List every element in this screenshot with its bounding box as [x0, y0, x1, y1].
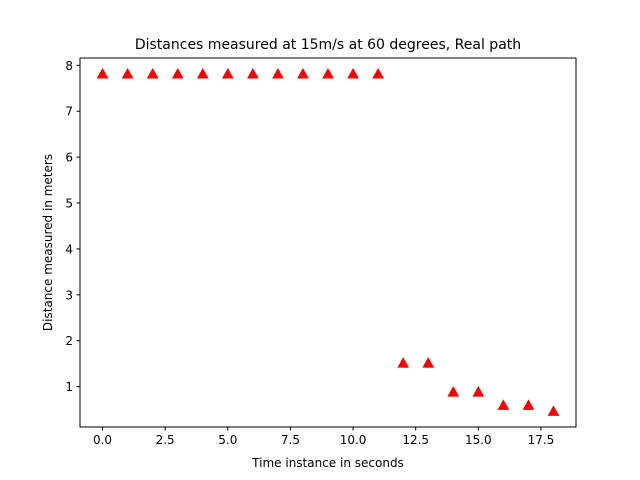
y-tick-label: 3 — [65, 288, 73, 302]
y-tick-label: 8 — [65, 59, 73, 73]
y-tick-label: 5 — [65, 197, 73, 211]
data-point — [397, 357, 410, 368]
data-point — [547, 405, 560, 416]
x-tick-label: 12.5 — [402, 433, 429, 447]
data-point — [146, 67, 159, 79]
data-point — [221, 67, 234, 79]
x-tick-label: 0.0 — [93, 433, 112, 447]
x-tick-label: 15.0 — [465, 433, 492, 447]
chart-title: Distances measured at 15m/s at 60 degree… — [135, 37, 521, 53]
y-axis-label: Distance measured in meters — [41, 154, 55, 331]
data-point — [522, 399, 535, 410]
data-point — [196, 67, 209, 79]
x-tick-label: 5.0 — [218, 433, 237, 447]
data-point — [171, 67, 184, 79]
data-point — [422, 357, 435, 368]
data-point — [121, 67, 134, 79]
y-axis: 1 2 3 4 5 6 7 8 — [65, 59, 80, 394]
data-point — [447, 386, 460, 397]
x-tick-label: 17.5 — [528, 433, 555, 447]
data-point — [322, 67, 334, 79]
y-tick-label: 2 — [65, 334, 73, 348]
data-series — [96, 67, 560, 416]
data-point — [297, 67, 309, 79]
x-tick-label: 2.5 — [156, 433, 175, 447]
data-point — [472, 386, 485, 397]
y-tick-label: 6 — [65, 151, 73, 165]
data-point — [272, 67, 284, 79]
data-point — [347, 67, 359, 79]
x-tick-label: 10.0 — [340, 433, 367, 447]
y-tick-label: 1 — [65, 380, 73, 394]
data-point — [246, 67, 259, 79]
x-axis: 0.0 2.5 5.0 7.5 10.0 12.5 15.0 17.5 — [93, 427, 554, 447]
data-point — [372, 67, 384, 79]
x-tick-label: 7.5 — [281, 433, 300, 447]
plot-area — [80, 58, 576, 427]
y-tick-label: 7 — [65, 105, 73, 119]
data-point — [96, 67, 109, 79]
y-tick-label: 4 — [65, 242, 73, 256]
x-axis-label: Time instance in seconds — [251, 456, 404, 470]
plot-frame — [79, 57, 577, 428]
data-point — [497, 399, 510, 410]
